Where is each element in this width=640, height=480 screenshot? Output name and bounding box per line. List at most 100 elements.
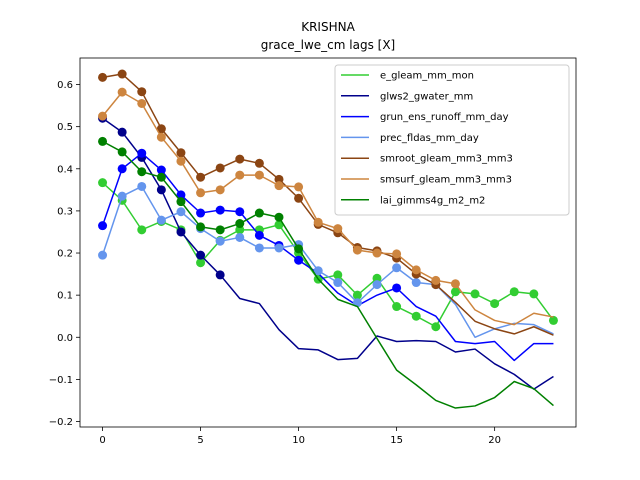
data-point-smroot_gleam_mm3_mm3-9 bbox=[274, 174, 284, 184]
x-tick-label: 5 bbox=[197, 435, 203, 446]
legend-box bbox=[334, 64, 570, 216]
data-point-e_gleam_mm_mon-12 bbox=[333, 270, 343, 280]
x-tick-label: 20 bbox=[488, 435, 501, 446]
data-point-e_gleam_mm_mon-0 bbox=[98, 178, 108, 188]
data-point-grun_ens_runoff_mm_day-10 bbox=[294, 255, 304, 265]
data-point-grun_ens_runoff_mm_day-2 bbox=[137, 148, 147, 158]
data-point-smroot_gleam_mm3_mm3-5 bbox=[196, 172, 206, 182]
data-point-prec_fldas_mm_day-9 bbox=[274, 243, 284, 253]
data-point-lai_gimms4g_m2_m2-6 bbox=[215, 225, 225, 235]
data-point-lai_gimms4g_m2_m2-1 bbox=[117, 147, 127, 157]
y-tick-label: 0.2 bbox=[57, 249, 73, 260]
data-point-glws2_gwater_mm-1 bbox=[117, 127, 127, 137]
data-point-prec_fldas_mm_day-16 bbox=[411, 278, 421, 288]
data-point-smroot_gleam_mm3_mm3-6 bbox=[215, 163, 225, 173]
data-point-e_gleam_mm_mon-21 bbox=[509, 287, 519, 297]
data-point-prec_fldas_mm_day-15 bbox=[392, 263, 402, 273]
y-tick-label: 0.6 bbox=[57, 80, 73, 91]
series-line-smsurf_gleam_mm3_mm3 bbox=[101, 91, 554, 326]
data-point-e_gleam_mm_mon-5 bbox=[196, 258, 206, 268]
y-tick-label: 0.4 bbox=[57, 164, 73, 175]
legend-label-prec_fldas_mm_day: prec_fldas_mm_day bbox=[380, 133, 479, 144]
data-point-smroot_gleam_mm3_mm3-7 bbox=[235, 154, 245, 164]
data-point-lai_gimms4g_m2_m2-2 bbox=[137, 167, 147, 177]
data-point-smsurf_gleam_mm3_mm3-4 bbox=[176, 156, 186, 166]
legend-label-glws2_gwater_mm: glws2_gwater_mm bbox=[380, 91, 473, 102]
series-line-lai_gimms4g_m2_m2 bbox=[102, 140, 554, 409]
data-point-glws2_gwater_mm-4 bbox=[176, 227, 186, 237]
data-point-prec_fldas_mm_day-1 bbox=[117, 191, 127, 201]
data-point-e_gleam_mm_mon-22 bbox=[529, 289, 539, 299]
data-point-smsurf_gleam_mm3_mm3-11 bbox=[313, 217, 323, 227]
data-point-lai_gimms4g_m2_m2-0 bbox=[98, 136, 108, 146]
y-tick-label: −0.1 bbox=[49, 375, 73, 386]
data-point-prec_fldas_mm_day-12 bbox=[333, 278, 343, 288]
data-point-glws2_gwater_mm-6 bbox=[215, 270, 225, 280]
data-point-smsurf_gleam_mm3_mm3-8 bbox=[254, 170, 264, 180]
data-point-e_gleam_mm_mon-15 bbox=[392, 302, 402, 312]
legend-label-smsurf_gleam_mm3_mm3: smsurf_gleam_mm3_mm3 bbox=[380, 175, 512, 186]
data-point-smsurf_gleam_mm3_mm3-3 bbox=[156, 132, 166, 142]
data-point-smsurf_gleam_mm3_mm3-10 bbox=[294, 182, 304, 192]
data-point-smsurf_gleam_mm3_mm3-12 bbox=[333, 224, 343, 234]
y-tick-label: 0.1 bbox=[57, 291, 73, 302]
y-tick-label: 0.3 bbox=[57, 206, 73, 217]
data-point-prec_fldas_mm_day-6 bbox=[215, 236, 225, 246]
x-tick-label: 0 bbox=[99, 435, 105, 446]
x-tick-label: 10 bbox=[292, 435, 305, 446]
data-point-lai_gimms4g_m2_m2-3 bbox=[156, 172, 166, 182]
data-point-prec_fldas_mm_day-2 bbox=[137, 181, 147, 191]
data-point-e_gleam_mm_mon-2 bbox=[137, 225, 147, 235]
data-point-e_gleam_mm_mon-19 bbox=[470, 289, 480, 299]
data-point-smroot_gleam_mm3_mm3-4 bbox=[176, 148, 186, 158]
data-point-prec_fldas_mm_day-3 bbox=[156, 215, 166, 225]
data-point-smsurf_gleam_mm3_mm3-17 bbox=[431, 275, 441, 285]
data-point-e_gleam_mm_mon-9 bbox=[274, 220, 284, 230]
data-point-grun_ens_runoff_mm_day-0 bbox=[98, 221, 108, 231]
data-point-lai_gimms4g_m2_m2-9 bbox=[274, 212, 284, 222]
data-point-glws2_gwater_mm-3 bbox=[156, 185, 166, 195]
data-point-smsurf_gleam_mm3_mm3-9 bbox=[274, 181, 284, 191]
x-tick-label: 15 bbox=[390, 435, 403, 446]
data-point-e_gleam_mm_mon-13 bbox=[352, 290, 362, 300]
series-line-smroot_gleam_mm3_mm3 bbox=[102, 73, 554, 336]
data-point-smsurf_gleam_mm3_mm3-13 bbox=[352, 245, 362, 255]
data-point-prec_fldas_mm_day-14 bbox=[372, 280, 382, 290]
y-tick-label: 0.5 bbox=[57, 122, 73, 133]
y-tick-label: −0.2 bbox=[49, 417, 73, 428]
data-point-smsurf_gleam_mm3_mm3-0 bbox=[98, 111, 108, 121]
data-point-grun_ens_runoff_mm_day-6 bbox=[215, 205, 225, 215]
data-point-prec_fldas_mm_day-11 bbox=[313, 266, 323, 276]
plot-area: 0 5 10 15 20 −0.2 −0.1 0.0 0.1 0.2 0.3 0.4 0.5 0.6 bbox=[49, 57, 577, 446]
legend-label-lai_gimms4g_m2_m2: lai_gimms4g_m2_m2 bbox=[380, 195, 485, 206]
data-point-e_gleam_mm_mon-7 bbox=[235, 225, 245, 235]
data-point-smroot_gleam_mm3_mm3-3 bbox=[156, 124, 166, 134]
chart-title: KRISHNA bbox=[301, 20, 355, 34]
data-point-smroot_gleam_mm3_mm3-10 bbox=[294, 193, 304, 203]
data-point-smroot_gleam_mm3_mm3-1 bbox=[117, 69, 127, 79]
data-point-smroot_gleam_mm3_mm3-8 bbox=[254, 158, 264, 168]
data-point-prec_fldas_mm_day-7 bbox=[235, 232, 245, 242]
data-point-grun_ens_runoff_mm_day-8 bbox=[254, 230, 264, 240]
data-point-grun_ens_runoff_mm_day-1 bbox=[117, 164, 127, 174]
data-point-smsurf_gleam_mm3_mm3-7 bbox=[235, 170, 245, 180]
y-tick-label: 0.0 bbox=[57, 333, 73, 344]
data-point-prec_fldas_mm_day-4 bbox=[176, 207, 186, 217]
data-point-lai_gimms4g_m2_m2-5 bbox=[196, 222, 206, 232]
data-point-e_gleam_mm_mon-20 bbox=[490, 299, 500, 309]
series-line-glws2_gwater_mm bbox=[102, 117, 554, 390]
data-point-lai_gimms4g_m2_m2-10 bbox=[294, 244, 304, 254]
data-point-grun_ens_runoff_mm_day-7 bbox=[235, 207, 245, 217]
data-point-e_gleam_mm_mon-17 bbox=[431, 322, 441, 332]
data-point-lai_gimms4g_m2_m2-7 bbox=[235, 219, 245, 229]
legend-label-grun_ens_runoff_mm_day: grun_ens_runoff_mm_day bbox=[380, 112, 509, 123]
legend-label-e_gleam_mm_mon: e_gleam_mm_mon bbox=[380, 71, 474, 82]
data-point-smsurf_gleam_mm3_mm3-15 bbox=[392, 249, 402, 259]
chart-subtitle: grace_lwe_cm lags [X] bbox=[261, 38, 395, 52]
data-point-e_gleam_mm_mon-16 bbox=[411, 311, 421, 321]
data-point-smroot_gleam_mm3_mm3-0 bbox=[98, 72, 108, 82]
legend-label-smroot_gleam_mm3_mm3: smroot_gleam_mm3_mm3 bbox=[380, 154, 513, 165]
data-point-glws2_gwater_mm-5 bbox=[196, 250, 206, 260]
data-point-smsurf_gleam_mm3_mm3-2 bbox=[137, 98, 147, 108]
data-point-prec_fldas_mm_day-8 bbox=[254, 243, 264, 253]
